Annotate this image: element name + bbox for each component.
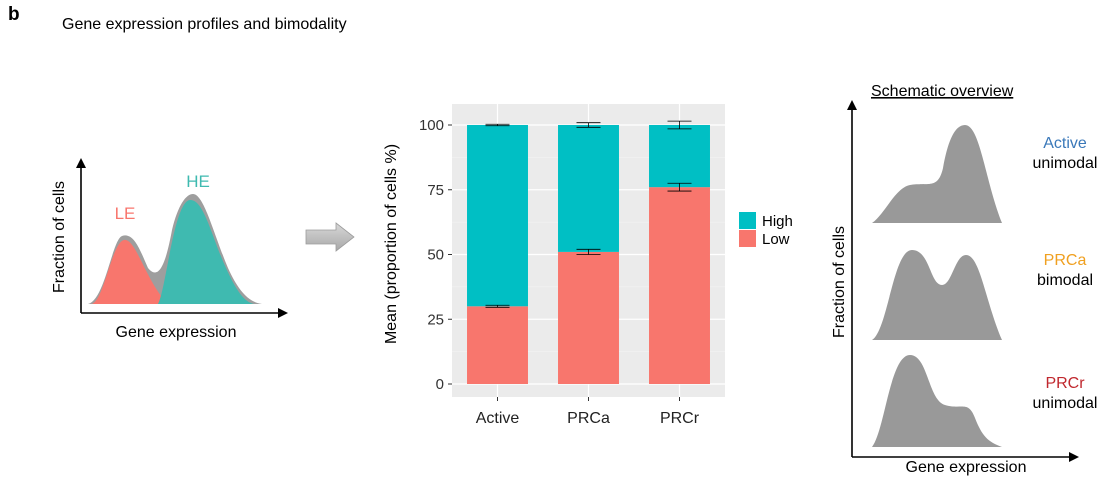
y-tick-label: 25 [427,311,444,328]
legend-key-low [739,230,756,247]
left-y-label: Fraction of cells [51,181,68,293]
schematic-label-active: Active [1043,135,1087,152]
bar-high-active [467,125,528,307]
schematic-mode-prca: bimodal [1037,272,1093,289]
legend: High Low [739,212,793,248]
x-tick-label-active: Active [476,410,520,427]
legend-label-low: Low [762,231,790,248]
y-ticks-layer: 0 25 50 75 100 [419,117,452,393]
left-x-label: Gene expression [116,324,237,341]
bar-low-prcr [649,187,710,384]
y-axis-title: Mean (proportion of cells %) [383,144,400,344]
y-tick-label: 50 [427,247,444,264]
panel-title: Gene expression profiles and bimodality [62,16,347,33]
error-bars-layer [485,120,692,308]
schematic-mode-prcr: unimodal [1033,395,1098,412]
schematic-x-label: Gene expression [906,459,1027,476]
schematic-mode-active: unimodal [1033,155,1098,172]
he-label: HE [186,172,210,191]
left-distribution-panel: LE HE Gene expression Fraction of cells [51,158,288,341]
x-ticks-layer: Active PRCa PRCr [476,397,700,427]
bars-layer [467,125,710,384]
schematic-label-prca: PRCa [1044,252,1087,269]
bar-chart: 0 25 50 75 100 Active PRCa PRCr Mean (proporti… [383,104,793,427]
panel-letter: b [8,4,20,25]
y-tick-label: 100 [419,117,444,134]
bar-high-prca [558,125,619,252]
legend-label-high: High [762,213,793,230]
schematic-panel: Schematic overview Fraction of cells Gen… [831,83,1097,476]
bar-low-prca [558,251,619,384]
x-tick-label-prca: PRCa [567,410,610,427]
schematic-prcr-shape [872,355,1002,447]
schematic-title: Schematic overview [871,83,1014,100]
le-label: LE [115,204,136,223]
le-distribution [92,239,168,304]
transition-arrow [305,222,355,252]
bar-high-prcr [649,125,710,188]
legend-key-high [739,212,756,229]
schematic-label-prcr: PRCr [1045,375,1085,392]
he-distribution [158,199,254,304]
schematic-y-label: Fraction of cells [831,226,848,338]
bar-low-active [467,306,528,384]
schematic-active-shape [872,125,1002,223]
schematic-prca-shape [872,250,1002,340]
y-tick-label: 0 [436,376,444,393]
x-tick-label-prcr: PRCr [660,410,700,427]
y-tick-label: 75 [427,182,444,199]
